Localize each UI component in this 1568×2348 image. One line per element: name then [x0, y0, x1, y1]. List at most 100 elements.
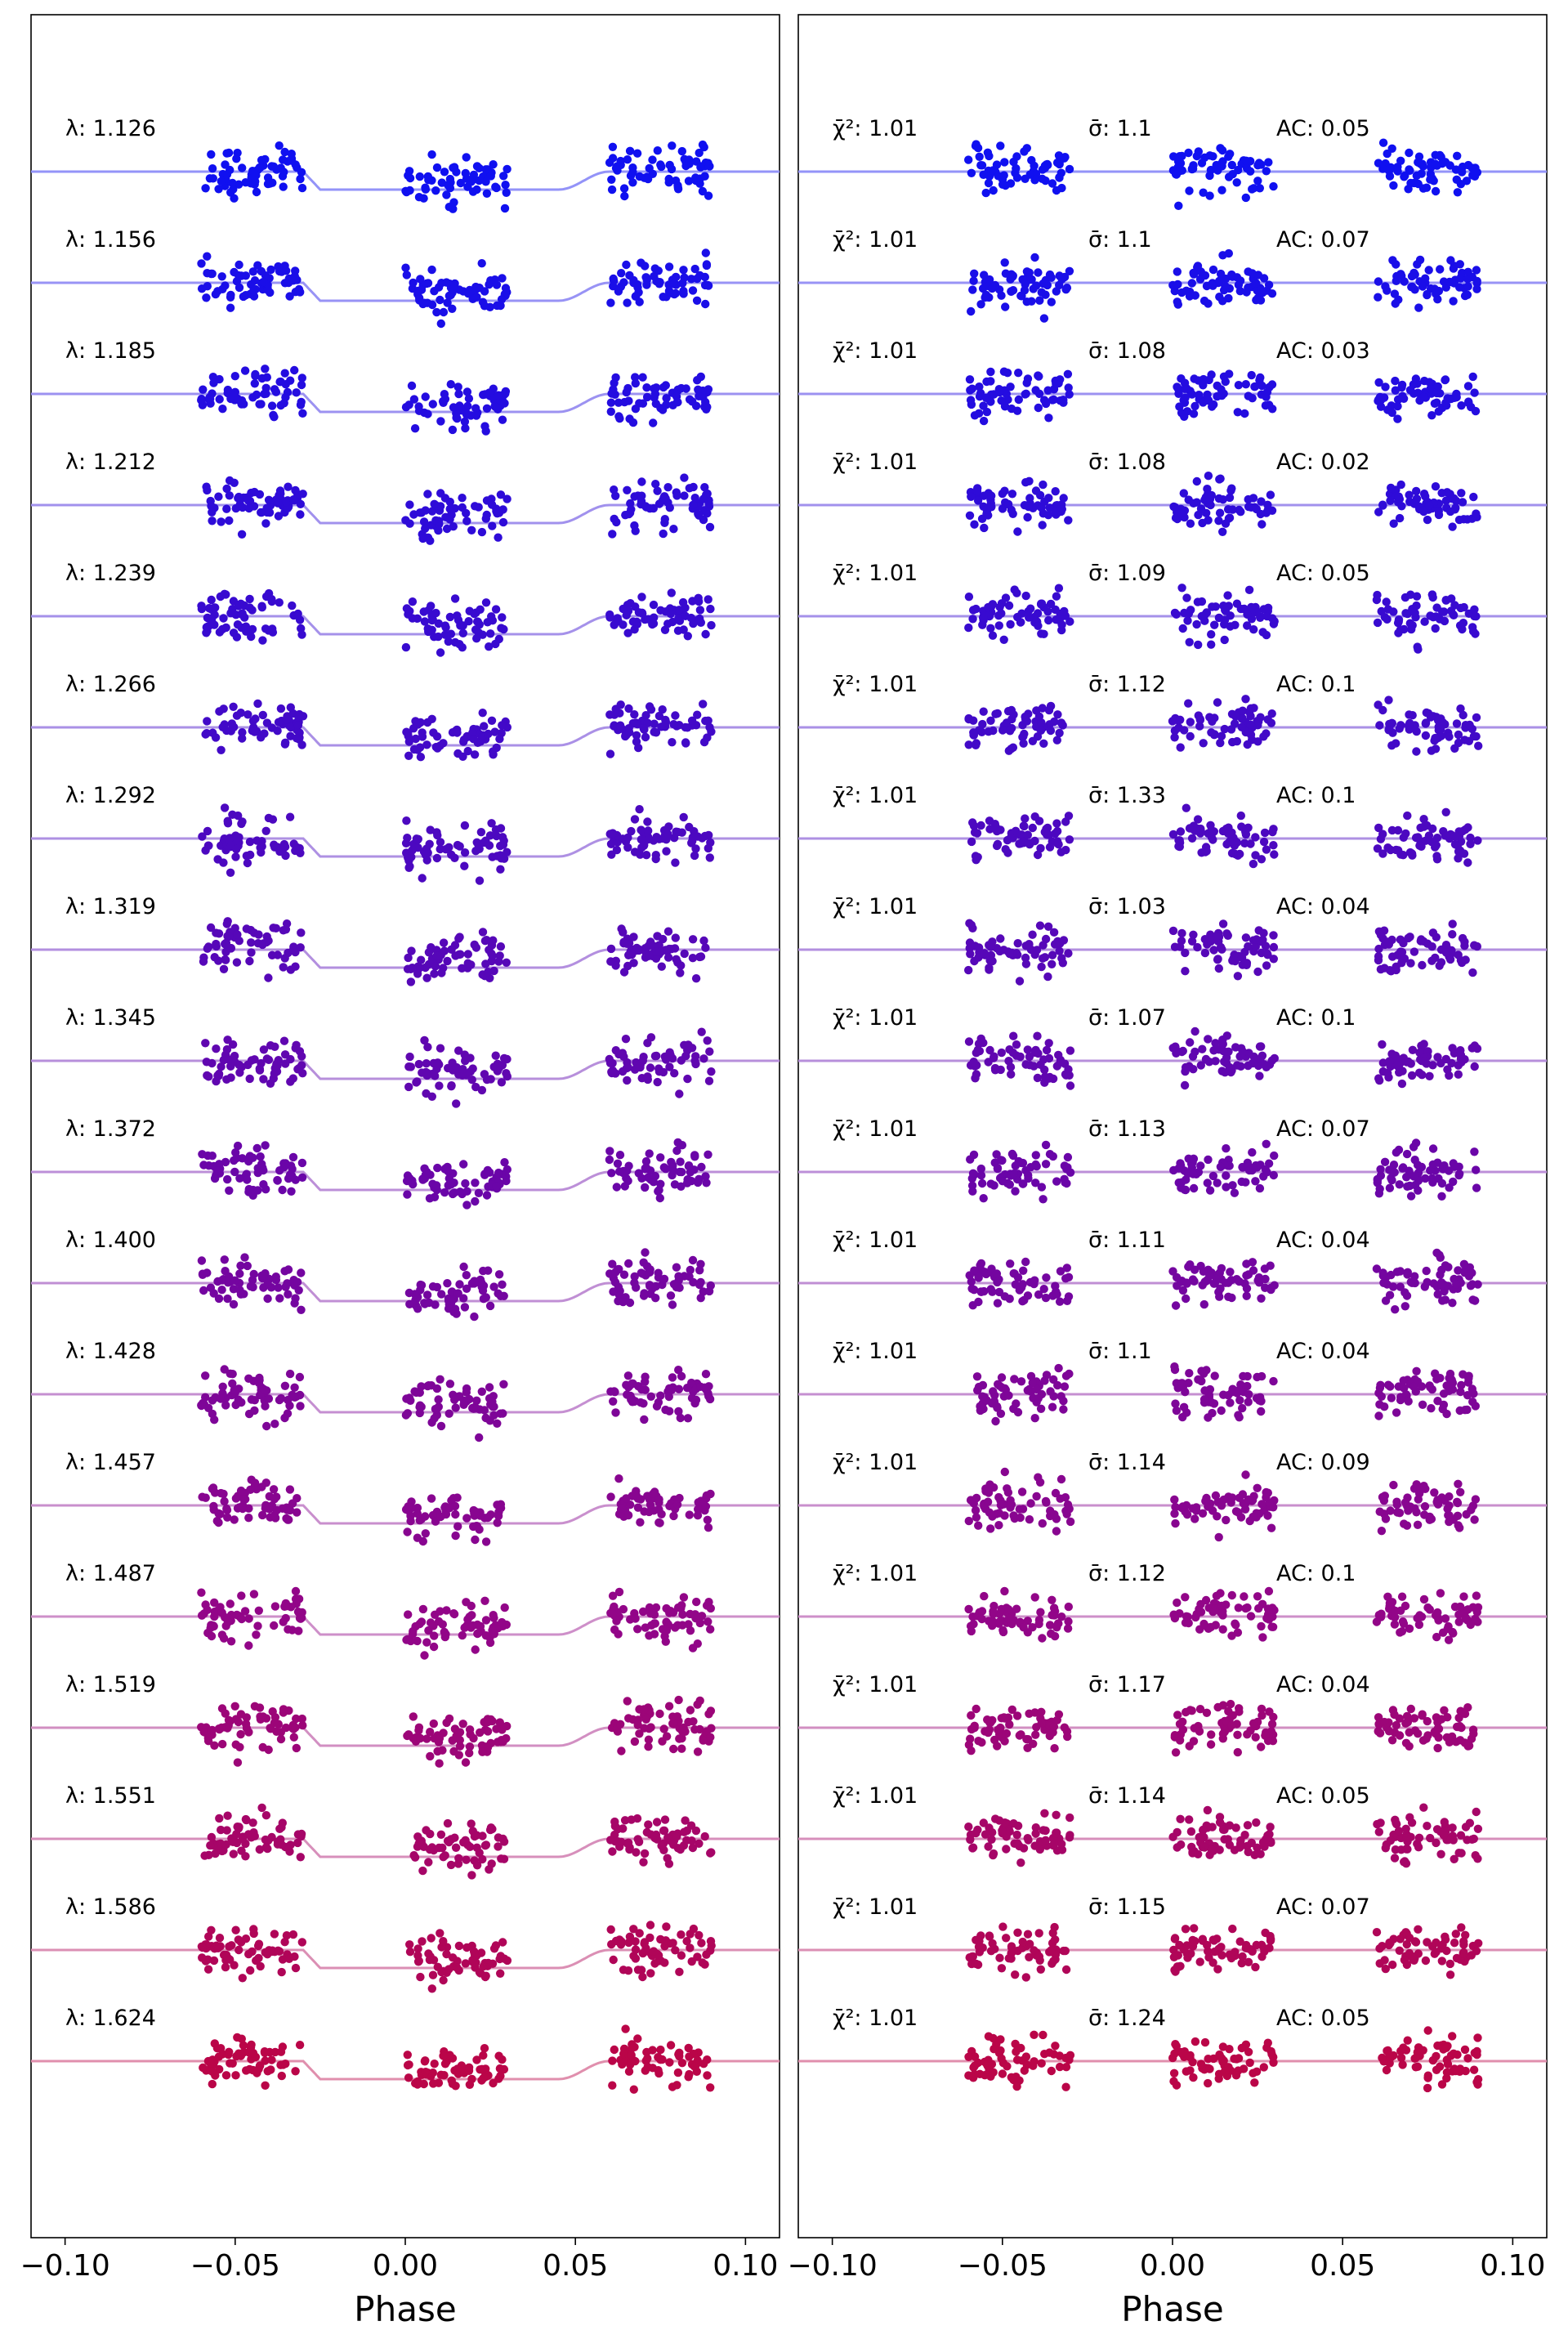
data-point	[1269, 182, 1277, 190]
data-point	[1423, 516, 1432, 524]
data-point	[221, 590, 230, 598]
data-point	[626, 147, 634, 155]
data-point	[296, 510, 304, 518]
data-point	[484, 968, 492, 976]
data-point	[297, 1853, 305, 1861]
data-point	[462, 1271, 471, 1279]
data-point	[672, 2081, 681, 2089]
data-point	[452, 414, 460, 422]
data-point	[677, 1930, 685, 1939]
data-point	[1407, 283, 1415, 291]
data-point	[624, 951, 632, 959]
data-point	[706, 1625, 714, 1633]
data-point	[411, 1290, 419, 1298]
data-points	[964, 695, 1482, 756]
data-point	[281, 739, 289, 747]
data-point	[449, 1747, 458, 1755]
data-point	[497, 624, 505, 632]
data-point	[1396, 721, 1405, 729]
data-point	[1264, 604, 1272, 612]
data-point	[222, 2071, 230, 2079]
data-point	[1235, 280, 1243, 288]
data-point	[1060, 154, 1068, 163]
data-point	[231, 2071, 239, 2079]
data-point	[427, 825, 435, 834]
data-point	[463, 387, 471, 396]
data-point	[615, 1167, 623, 1175]
data-points	[197, 1587, 715, 1660]
data-point	[273, 727, 281, 735]
data-point	[1252, 279, 1260, 287]
data-point	[617, 1940, 625, 1948]
data-point	[444, 1836, 452, 1845]
data-point	[296, 844, 304, 852]
data-point	[1471, 629, 1479, 637]
data-point	[1388, 826, 1396, 834]
data-point	[1055, 729, 1063, 737]
data-point	[418, 1281, 426, 1289]
data-point	[611, 1278, 619, 1286]
data-point	[643, 2055, 651, 2063]
data-point	[631, 815, 639, 823]
data-point	[215, 375, 223, 383]
data-point	[621, 2024, 629, 2033]
data-point	[409, 279, 417, 287]
data-point	[480, 1597, 489, 1605]
data-point	[1262, 631, 1271, 639]
data-point	[231, 1148, 239, 1156]
data-point	[650, 272, 658, 280]
data-point	[662, 1922, 670, 1930]
data-point	[455, 932, 463, 941]
data-point	[1199, 189, 1207, 197]
data-point	[440, 1188, 449, 1196]
sigma-label: σ̄: 1.33	[1088, 783, 1166, 808]
data-point	[617, 1746, 625, 1755]
data-point	[222, 505, 230, 513]
data-point	[694, 1178, 702, 1187]
data-point	[493, 1182, 501, 1190]
data-point	[401, 264, 409, 272]
data-point	[240, 1253, 248, 1261]
data-point	[1173, 297, 1182, 306]
chi2-label: χ̄²: 1.01	[833, 783, 918, 808]
data-point	[1450, 264, 1458, 272]
data-point	[1231, 957, 1240, 965]
data-point	[661, 1406, 669, 1414]
data-point	[226, 491, 234, 499]
data-point	[492, 1724, 500, 1733]
series-11: λ: 1.428	[31, 1339, 780, 1442]
data-point	[647, 705, 655, 713]
data-point	[1215, 475, 1223, 483]
data-point	[637, 835, 646, 843]
data-point	[1215, 614, 1223, 622]
data-point	[674, 627, 682, 635]
data-point	[700, 1384, 708, 1392]
data-point	[1181, 379, 1189, 387]
data-point	[1450, 494, 1458, 503]
data-point	[260, 1045, 268, 1053]
data-point	[257, 848, 265, 856]
data-point	[1225, 369, 1233, 378]
data-point	[438, 1746, 446, 1755]
data-point	[279, 182, 288, 190]
data-point	[503, 1055, 511, 1063]
data-point	[611, 1837, 619, 1845]
data-point	[234, 620, 242, 628]
data-point	[1023, 513, 1031, 521]
data-point	[623, 486, 631, 494]
data-point	[470, 1313, 478, 1321]
data-point	[624, 1371, 632, 1380]
data-point	[210, 603, 218, 611]
data-point	[1384, 695, 1392, 704]
data-points	[965, 1027, 1481, 1090]
data-point	[212, 1044, 220, 1053]
data-point	[636, 297, 644, 306]
data-point	[637, 1385, 646, 1393]
data-point	[259, 1075, 267, 1083]
data-point	[298, 1174, 306, 1182]
data-point	[656, 2055, 664, 2064]
data-point	[443, 957, 451, 965]
data-point	[467, 1871, 476, 1879]
data-point	[613, 1183, 621, 1191]
